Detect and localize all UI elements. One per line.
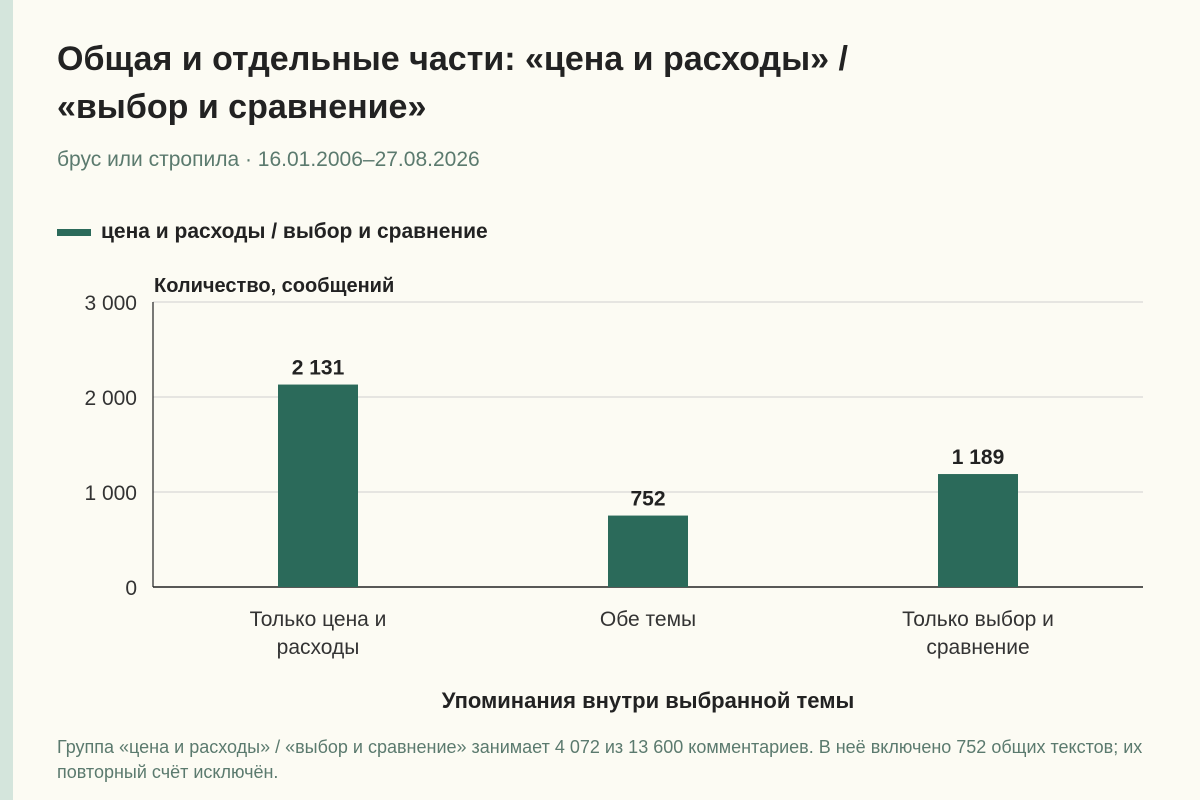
y-axis-label: Количество, сообщений bbox=[154, 275, 394, 297]
y-tick-label: 3 000 bbox=[84, 292, 137, 315]
accent-strip bbox=[0, 0, 13, 800]
y-tick-label: 1 000 bbox=[84, 482, 137, 505]
bar bbox=[278, 384, 358, 587]
legend-swatch bbox=[57, 228, 91, 236]
bar bbox=[938, 474, 1018, 587]
chart-title-line-2: «выбор и сравнение» bbox=[57, 88, 427, 126]
x-tick-label-line: Только цена и расходы bbox=[249, 608, 387, 659]
x-tick-label: Обе темы bbox=[538, 606, 758, 634]
x-axis-label: Упоминания внутри выбранной темы bbox=[442, 688, 855, 713]
x-tick-label-line: Обе темы bbox=[599, 608, 697, 631]
y-tick-label: 2 000 bbox=[84, 387, 137, 410]
chart-title: Общая и отдельные части: «цена и расходы… bbox=[57, 35, 1157, 131]
x-tick-label: Только цена и расходы bbox=[208, 606, 428, 662]
x-tick-label-line: сравнение bbox=[926, 636, 1030, 659]
bar-value-label: 1 189 bbox=[952, 446, 1005, 469]
y-tick-label: 0 bbox=[125, 577, 137, 600]
bar bbox=[608, 515, 688, 587]
bar-value-label: 2 131 bbox=[292, 357, 345, 380]
chart-subtitle: брус или стропила · 16.01.2006–27.08.202… bbox=[57, 148, 480, 171]
footnote: Группа «цена и расходы» / «выбор и сравн… bbox=[57, 737, 1143, 782]
legend-label: цена и расходы / выбор и сравнение bbox=[101, 220, 488, 243]
chart-title-line-1: Общая и отдельные части: «цена и расходы… bbox=[57, 40, 848, 78]
bar-value-label: 752 bbox=[630, 488, 665, 511]
x-tick-label-line: Только выбор и bbox=[902, 608, 1054, 631]
legend: цена и расходы / выбор и сравнение bbox=[57, 217, 488, 247]
x-tick-label: Только выбор и сравнение bbox=[868, 606, 1088, 662]
